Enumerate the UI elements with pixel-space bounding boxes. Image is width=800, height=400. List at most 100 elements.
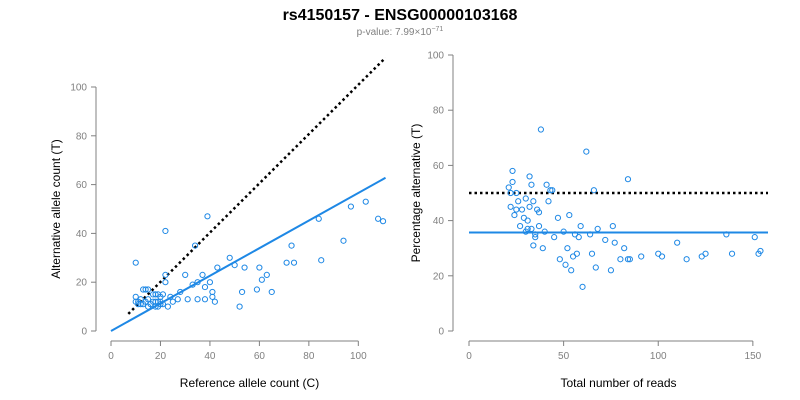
- data-point: [751, 234, 758, 241]
- data-point: [573, 250, 580, 257]
- pvalue-exponent: −71: [431, 26, 443, 33]
- data-point: [375, 215, 382, 222]
- panel-reference-vs-alternative: 0 20 40 60 80 100 0 20 40 60 80 100 Reference allele…: [49, 56, 387, 390]
- data-point: [526, 173, 533, 180]
- data-point: [617, 256, 624, 263]
- data-point: [162, 271, 169, 278]
- data-point: [590, 187, 597, 194]
- data-point: [624, 256, 632, 263]
- data-point: [551, 234, 558, 241]
- data-point: [524, 217, 531, 224]
- data-point: [132, 259, 139, 266]
- x-tick-label: 20: [155, 351, 167, 362]
- data-point: [575, 234, 582, 241]
- data-point: [566, 211, 573, 219]
- data-point: [253, 286, 261, 293]
- x-tick-label: 50: [558, 351, 570, 362]
- data-point: [564, 245, 571, 252]
- data-point: [607, 267, 615, 274]
- data-point: [507, 203, 514, 210]
- data-point: [609, 223, 616, 230]
- data-point: [530, 198, 537, 205]
- data-point: [513, 189, 520, 197]
- data-point: [258, 276, 265, 283]
- data-point: [638, 253, 645, 260]
- data-point: [379, 218, 387, 225]
- x-tick-label: 40: [204, 351, 216, 362]
- data-point: [757, 247, 764, 255]
- x-tick-label: 150: [745, 351, 762, 362]
- data-point: [511, 211, 518, 219]
- y-tick-label: 40: [433, 216, 445, 227]
- data-point: [594, 225, 601, 232]
- data-point: [256, 264, 263, 271]
- x-axis-label: Total number of reads: [560, 376, 676, 390]
- data-point: [241, 264, 248, 271]
- data-point: [137, 301, 144, 308]
- y-axis-label: Percentage alternative (T): [409, 124, 423, 263]
- data-point: [505, 184, 512, 191]
- data-point: [184, 296, 191, 303]
- x-tick-label: 0: [466, 351, 472, 362]
- data-point: [518, 206, 526, 213]
- data-point: [318, 257, 325, 264]
- data-point: [539, 245, 546, 252]
- data-point: [583, 148, 590, 155]
- data-point: [674, 239, 681, 246]
- x-tick-label: 60: [254, 351, 266, 362]
- data-point: [236, 303, 243, 310]
- data-point: [162, 279, 169, 286]
- data-point: [522, 195, 529, 202]
- data-point: [290, 259, 298, 266]
- y-tick-label: 60: [433, 161, 445, 172]
- reference-line: [127, 56, 387, 315]
- x-tick-label: 100: [350, 351, 367, 362]
- data-point: [144, 286, 152, 293]
- data-point: [288, 242, 295, 249]
- data-point: [528, 181, 535, 188]
- figure-title: rs4150157 - ENSG00000103168: [283, 7, 518, 24]
- data-point: [554, 214, 562, 221]
- data-point: [579, 283, 586, 290]
- data-point: [602, 236, 609, 244]
- x-tick-label: 0: [108, 351, 114, 362]
- data-point: [362, 198, 369, 205]
- data-point: [204, 213, 211, 220]
- data-point: [194, 296, 201, 303]
- data-point: [549, 187, 556, 194]
- data-point: [238, 288, 246, 296]
- y-tick-label: 20: [76, 278, 88, 289]
- x-tick-label: 100: [650, 351, 667, 362]
- data-point: [611, 239, 618, 246]
- data-point: [588, 250, 596, 257]
- y-axis-label: Alternative allele count (T): [49, 139, 63, 278]
- y-tick-label: 80: [433, 106, 445, 117]
- data-point: [191, 242, 199, 249]
- data-point: [535, 223, 543, 230]
- data-point: [268, 288, 275, 296]
- data-point: [515, 198, 522, 205]
- data-point: [516, 223, 524, 230]
- y-tick-label: 100: [427, 51, 444, 62]
- data-point: [182, 271, 189, 278]
- data-point: [547, 187, 554, 194]
- panel-percentage-vs-total: 0 50 100 150 0 20 40 60 80 100 Total number of rea…: [409, 51, 768, 390]
- data-point: [545, 198, 552, 205]
- data-point: [626, 256, 633, 263]
- data-point: [209, 288, 216, 296]
- data-point: [702, 250, 709, 257]
- data-point: [199, 271, 206, 278]
- data-point: [526, 203, 533, 210]
- data-point: [283, 259, 290, 266]
- y-tick-label: 0: [438, 327, 444, 338]
- x-axis-label: Reference allele count (C): [180, 376, 319, 390]
- data-point: [528, 225, 535, 232]
- data-point: [144, 296, 152, 303]
- y-tick-label: 60: [76, 180, 88, 191]
- data-point: [624, 176, 632, 183]
- fit-line: [110, 176, 387, 332]
- data-point: [159, 291, 167, 298]
- data-point: [201, 296, 209, 303]
- data-point: [347, 203, 355, 210]
